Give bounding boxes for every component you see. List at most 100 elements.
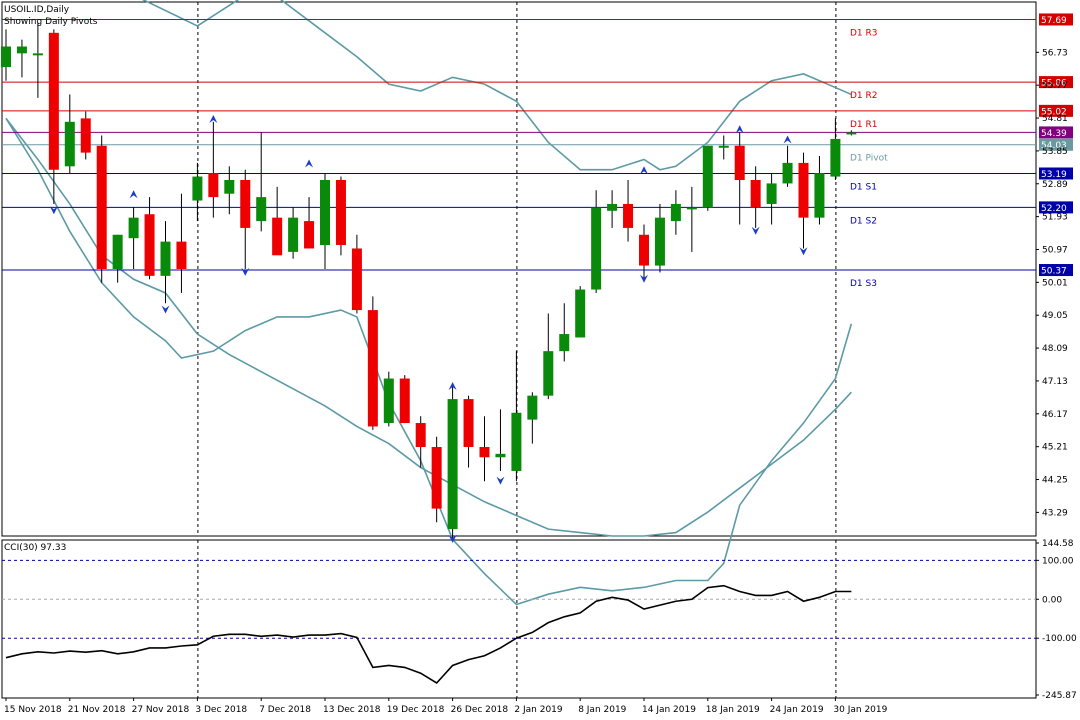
cci-panel — [1, 539, 1037, 699]
candle-body — [128, 217, 139, 239]
candle-body — [846, 132, 857, 135]
candle-body — [240, 180, 251, 228]
axes: 56.73 55.77 54.81 53.85 52.89 51.93 50.97 50.01… — [4, 48, 1077, 715]
time-tick-label: 3 Dec 2018 — [195, 705, 247, 715]
candle-body — [591, 207, 602, 290]
cci-tick-label: 0.00 — [1042, 595, 1062, 605]
candle-body — [80, 118, 91, 153]
pivot-price-box — [1039, 13, 1073, 26]
pivot-price-box — [1039, 264, 1073, 277]
price-tick-label: 48.09 — [1042, 344, 1068, 354]
fractal-down-icon — [799, 247, 808, 256]
chart-subtitle: Showing Daily Pivots — [4, 17, 98, 27]
price-tick-label: 55.77 — [1042, 81, 1068, 91]
candle-body — [304, 221, 315, 249]
fractal-up-icon — [640, 166, 648, 175]
time-tick-label: 26 Dec 2018 — [451, 705, 509, 715]
candle-body — [335, 180, 346, 246]
candle-body — [431, 447, 442, 509]
fractal-down-icon — [751, 226, 760, 235]
candle-body — [734, 145, 745, 180]
candle-body — [192, 176, 203, 201]
candle-body — [782, 162, 793, 184]
time-tick-label: 30 Jan 2019 — [833, 705, 887, 715]
time-tick-label: 21 Nov 2018 — [68, 705, 126, 715]
cci-indicator — [2, 559, 1036, 685]
fractal-up-icon — [783, 135, 792, 144]
candle-body — [1, 46, 11, 68]
time-tick-label: 13 Dec 2018 — [323, 705, 381, 715]
time-tick-label: 15 Nov 2018 — [4, 705, 62, 715]
candle-body — [495, 453, 506, 458]
cci-tick-label: -100.00 — [1042, 634, 1077, 644]
pivot-name: D1 Pivot — [850, 154, 888, 164]
price-tick-label: 51.93 — [1042, 213, 1068, 223]
candle-body — [415, 423, 426, 447]
pivot-price-label: 50.37 — [1041, 267, 1067, 277]
fractal-up-icon — [209, 114, 218, 123]
candle-body — [670, 203, 681, 222]
time-tick-label: 8 Jan 2019 — [578, 705, 626, 715]
fractal-arrows — [49, 114, 808, 543]
candle-body — [798, 162, 809, 218]
price-tick-label: 56.73 — [1042, 48, 1068, 58]
pivot-price-box — [1039, 104, 1073, 117]
fractal-up-icon — [305, 159, 314, 168]
price-tick-label: 52.89 — [1042, 180, 1068, 190]
candle-body — [623, 203, 634, 228]
candle-body — [112, 234, 123, 269]
pivot-name: D1 S2 — [850, 216, 877, 226]
candle-body — [750, 180, 761, 208]
candle-body — [399, 378, 410, 424]
price-tick-label: 49.05 — [1042, 311, 1068, 321]
cci-tick-label: -245.87 — [1042, 691, 1077, 701]
time-tick-label: 24 Jan 2019 — [770, 705, 824, 715]
pivot-price-box — [1039, 167, 1073, 180]
chart-title: USOIL.ID,Daily — [4, 5, 70, 15]
pivot-name: D1 R3 — [850, 28, 878, 38]
pivot-name: D1 R2 — [850, 91, 878, 101]
fractal-up-icon — [129, 190, 138, 199]
time-tick-label: 19 Dec 2018 — [387, 705, 445, 715]
pivot-price-box — [1039, 76, 1073, 89]
fractal-down-icon — [241, 267, 250, 276]
fractal-down-icon — [448, 534, 457, 543]
time-tick-label: 27 Nov 2018 — [132, 705, 190, 715]
fractal-down-icon — [496, 476, 505, 485]
candle-body — [766, 183, 777, 204]
candle-body — [320, 180, 330, 246]
candle-body — [16, 46, 27, 54]
candle-body — [830, 138, 841, 177]
time-tick-label: 2 Jan 2019 — [514, 705, 562, 715]
time-tick-label: 14 Jan 2019 — [642, 705, 696, 715]
candle-body — [702, 145, 713, 208]
candle-body — [351, 248, 362, 311]
pivot-price-box — [1039, 201, 1073, 214]
fractal-down-icon — [49, 206, 58, 215]
price-tick-label: 53.85 — [1042, 147, 1068, 157]
cci-tick-label: 144.58 — [1042, 539, 1074, 549]
candle-body — [272, 217, 283, 256]
pivot-price-label: 52.20 — [1041, 204, 1067, 214]
candle-body — [256, 197, 267, 222]
cci-line — [5, 584, 852, 685]
candle-body — [48, 32, 59, 170]
candlesticks — [1, 22, 857, 540]
candle-body — [718, 145, 729, 148]
fractal-up-icon — [448, 381, 457, 390]
pivot-price-label: 54.03 — [1041, 141, 1067, 151]
candle-body — [559, 334, 570, 352]
candle-body — [208, 173, 219, 198]
candle-body — [367, 310, 378, 427]
pivot-price-label: 53.19 — [1041, 170, 1067, 180]
candle-body — [543, 351, 554, 396]
band-upper — [141, 0, 852, 171]
chart-frames — [1, 1, 1037, 699]
candle-body — [32, 53, 43, 56]
price-tick-label: 50.01 — [1042, 278, 1068, 288]
pivot-price-label: 55.86 — [1041, 79, 1067, 89]
cci-tick-label: 100.00 — [1042, 556, 1074, 566]
price-tick-label: 45.21 — [1042, 443, 1068, 453]
price-tick-label: 54.81 — [1042, 114, 1068, 124]
